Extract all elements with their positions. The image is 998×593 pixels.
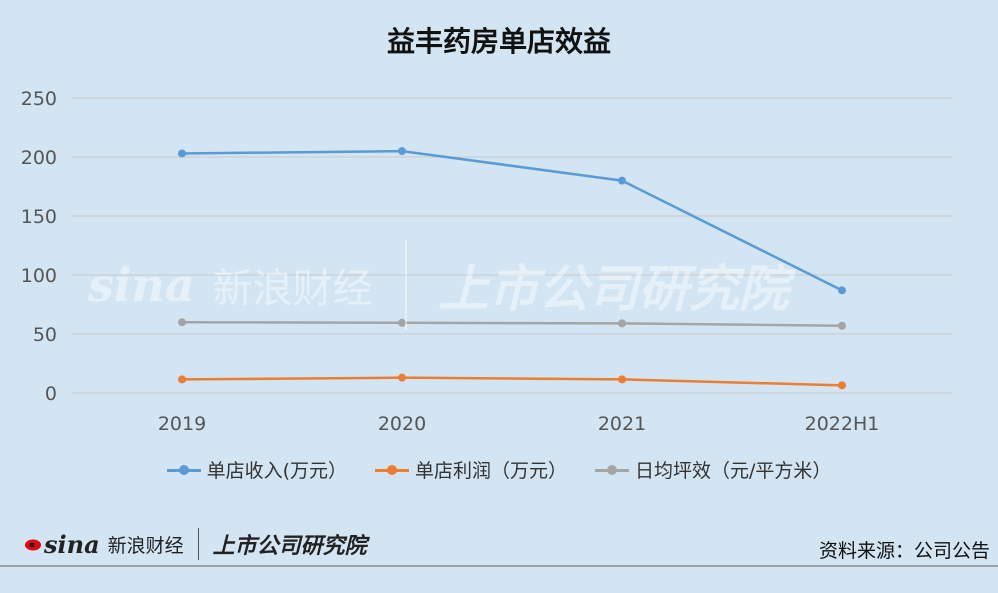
legend-item-profit: 单店利润（万元）: [375, 456, 567, 483]
y-tick-label: 100: [21, 265, 57, 287]
data-point: [398, 147, 406, 156]
series-line-2: [181, 320, 843, 327]
legend-swatch-profit: [375, 460, 409, 480]
data-point: [618, 375, 626, 384]
data-point: [618, 319, 626, 328]
footer-logo-sina-cn: 新浪财经: [107, 534, 184, 557]
legend-label-profit: 单店利润（万元）: [415, 460, 568, 482]
data-point: [178, 149, 186, 158]
y-tick-label: 200: [21, 147, 57, 169]
y-tick-label: 150: [21, 206, 57, 228]
footer-divider: [0, 565, 998, 567]
legend-label-revenue: 单店收入(万元）: [206, 460, 347, 482]
series-line-1: [181, 376, 843, 387]
y-tick-label: 250: [21, 88, 57, 110]
source-note: 资料来源：公司公告: [818, 540, 990, 562]
legend-item-efficiency: 日均坪效（元/平方米）: [595, 456, 831, 483]
y-tick-label: 0: [45, 383, 57, 405]
footer-logo-divider: [197, 528, 199, 560]
data-point: [618, 176, 626, 185]
data-point: [398, 318, 406, 327]
data-point: [178, 375, 186, 384]
footer-logo-research: 上市公司研究院: [212, 534, 367, 559]
data-point: [398, 373, 406, 382]
y-tick-label: 50: [33, 324, 57, 346]
data-point: [838, 381, 846, 390]
sina-eye-icon: [25, 539, 41, 551]
data-point: [178, 318, 186, 327]
x-tick-label: 2022H1: [805, 413, 880, 435]
x-tick-label: 2020: [378, 413, 426, 435]
data-point: [838, 321, 846, 330]
series-line-0: [181, 149, 843, 292]
footer-logo: sina 新浪财经 上市公司研究院: [24, 528, 367, 560]
footer-logo-sina: sina: [44, 529, 100, 559]
legend-swatch-revenue: [166, 460, 201, 480]
x-tick-label: 2019: [158, 413, 206, 435]
chart-title: 益丰药房单店效益: [386, 25, 611, 58]
data-point: [838, 286, 846, 295]
chart-legend: 单店收入(万元） 单店利润（万元） 日均坪效（元/平方米）: [0, 456, 998, 483]
x-tick-label: 2021: [598, 413, 646, 435]
legend-label-efficiency: 日均坪效（元/平方米）: [635, 460, 832, 482]
legend-swatch-efficiency: [595, 460, 630, 480]
legend-item-revenue: 单店收入(万元）: [166, 456, 347, 483]
